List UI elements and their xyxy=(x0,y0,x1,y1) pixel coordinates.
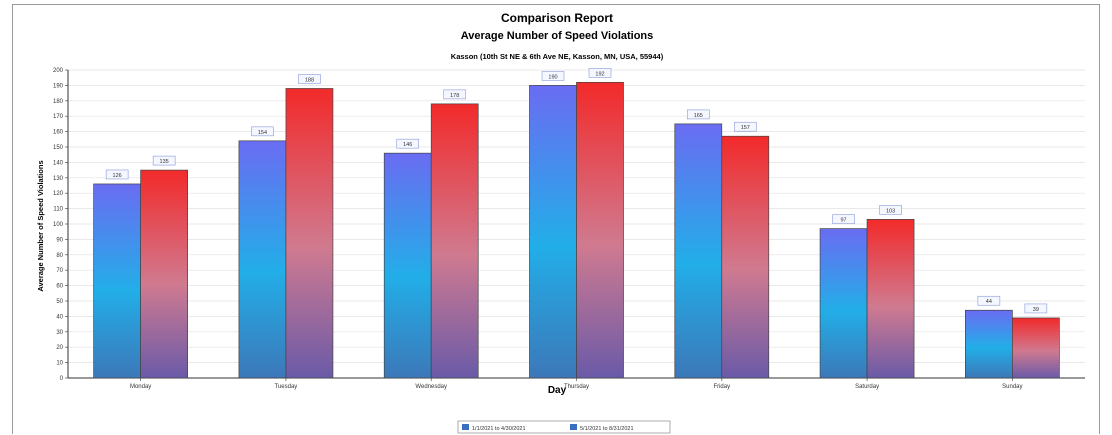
data-label: 44 xyxy=(986,299,992,305)
data-label-box xyxy=(686,109,710,120)
x-tick-label: Saturday xyxy=(855,384,879,390)
y-tick-label: 100 xyxy=(53,222,64,228)
chart: Comparison Report Average Number of Spee… xyxy=(36,11,1085,434)
data-label-box xyxy=(298,74,321,84)
bar xyxy=(1012,317,1060,379)
data-label-box xyxy=(105,169,129,180)
x-tick-label: Monday xyxy=(130,384,151,390)
data-label-box xyxy=(832,214,855,224)
legend-label-1: 1/1/2021 to 4/30/2021 xyxy=(472,426,526,432)
bar xyxy=(285,88,334,379)
y-tick-label: 80 xyxy=(56,253,63,259)
data-label: 192 xyxy=(595,71,604,77)
y-tick-label: 120 xyxy=(53,191,64,197)
y-tick-label: 0 xyxy=(60,376,64,382)
y-tick-label: 40 xyxy=(56,314,63,320)
bars xyxy=(93,81,1060,379)
y-tick-label: 90 xyxy=(56,237,63,243)
data-label-box xyxy=(1024,303,1048,314)
data-label: 103 xyxy=(886,208,895,214)
bar xyxy=(866,219,915,379)
bar xyxy=(140,169,188,379)
data-label: 97 xyxy=(841,218,847,224)
bar xyxy=(819,228,868,379)
data-label: 146 xyxy=(403,142,412,148)
y-tick-label: 70 xyxy=(56,268,63,274)
data-label-box xyxy=(977,295,1001,306)
data-label: 135 xyxy=(160,159,169,165)
y-tick-label: 110 xyxy=(53,207,63,213)
data-label: 154 xyxy=(258,130,267,136)
report-frame: Comparison Report Average Number of Spee… xyxy=(12,4,1100,434)
legend-box xyxy=(457,420,671,434)
y-tick-label: 50 xyxy=(56,299,63,305)
data-label-box xyxy=(251,126,274,137)
bar xyxy=(965,309,1013,379)
y-tick-label: 160 xyxy=(53,130,64,136)
y-tick-label: 140 xyxy=(53,160,64,166)
y-tick-label: 180 xyxy=(53,99,64,105)
data-labels: 126 135 154 188 146 178 190 192 165 157 97 103 44 39 xyxy=(105,68,1048,314)
y-tick-label: 10 xyxy=(56,361,63,367)
x-axis-title: Day xyxy=(548,385,567,396)
y-tick-label: 130 xyxy=(53,176,64,182)
y-tick-label: 20 xyxy=(56,345,63,351)
data-label: 126 xyxy=(113,173,122,179)
y-axis-title: Average Number of Speed Violations xyxy=(36,160,45,291)
bar xyxy=(238,140,287,379)
bar xyxy=(576,81,624,379)
x-tick-label: Thursday xyxy=(564,384,589,390)
x-tick-label: Wednesday xyxy=(415,384,447,390)
x-tick-label: Sunday xyxy=(1002,384,1022,390)
data-label-box xyxy=(879,205,902,215)
legend-swatch-1 xyxy=(462,424,469,430)
legend: 1/1/2021 to 4/30/2021 5/1/2021 to 8/31/2… xyxy=(457,420,671,434)
y-tick-label: 190 xyxy=(53,83,64,89)
data-label: 188 xyxy=(305,77,314,83)
chart-subtitle: Average Number of Speed Violations xyxy=(461,30,654,42)
bar xyxy=(93,183,141,379)
y-tick-label: 150 xyxy=(53,145,64,151)
data-label-box xyxy=(541,71,565,81)
data-label: 178 xyxy=(450,93,459,99)
chart-location: Kasson (10th St NE & 6th Ave NE, Kasson,… xyxy=(451,52,664,61)
bar xyxy=(529,85,577,379)
data-label-box xyxy=(443,89,467,100)
chart-title: Comparison Report xyxy=(501,11,613,25)
y-tick-label: 170 xyxy=(53,114,64,120)
bar xyxy=(674,123,723,379)
y-tick-label: 200 xyxy=(53,68,64,74)
data-label: 190 xyxy=(548,74,557,80)
legend-swatch-2 xyxy=(570,424,577,430)
data-label-box xyxy=(588,68,612,78)
data-label: 165 xyxy=(694,113,703,119)
bar xyxy=(383,152,432,379)
data-label: 157 xyxy=(741,125,750,131)
legend-label-2: 5/1/2021 to 8/31/2021 xyxy=(580,426,634,432)
y-tick-label: 60 xyxy=(56,284,63,290)
data-label: 39 xyxy=(1033,307,1039,313)
data-label-box xyxy=(733,121,757,132)
bar xyxy=(721,135,770,379)
data-label-box xyxy=(152,155,176,166)
x-tick-label: Tuesday xyxy=(275,384,298,390)
y-tick-label: 30 xyxy=(56,330,63,336)
data-label-box xyxy=(396,138,420,149)
x-tick-label: Friday xyxy=(713,384,730,390)
bar xyxy=(430,103,479,379)
